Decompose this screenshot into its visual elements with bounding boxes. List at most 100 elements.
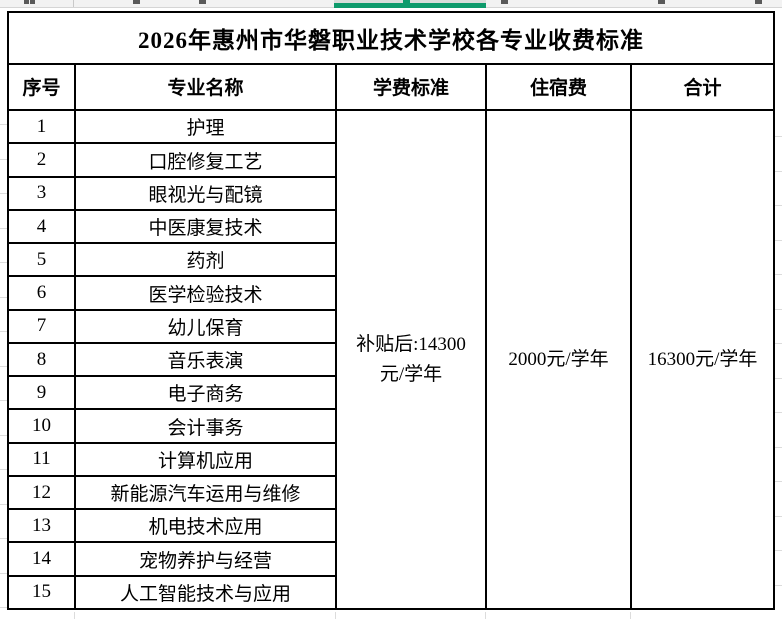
gridline-tick bbox=[774, 309, 782, 310]
gridline-tick bbox=[0, 400, 7, 401]
gridline-tick bbox=[774, 412, 782, 413]
gridline-tick bbox=[0, 262, 7, 263]
serial-cell[interactable]: 8 bbox=[7, 341, 76, 378]
gridline-tick bbox=[774, 205, 782, 206]
gridline-tick bbox=[0, 504, 7, 505]
serial-cell[interactable]: 6 bbox=[7, 275, 76, 311]
serial-cell[interactable]: 10 bbox=[7, 408, 76, 444]
col-header-accommodation[interactable]: 住宿费 bbox=[485, 62, 632, 112]
column-letter-stub bbox=[755, 0, 762, 4]
tuition-cell[interactable]: 补贴后:14300 元/学年 bbox=[335, 109, 487, 610]
gridline-tick bbox=[774, 447, 782, 448]
major-cell[interactable]: 会计事务 bbox=[74, 408, 337, 444]
major-cell[interactable]: 幼儿保育 bbox=[74, 308, 337, 344]
gridline-tick bbox=[0, 124, 7, 125]
gridline-tick bbox=[774, 378, 782, 379]
table-row: 4 中医康复技术 bbox=[7, 208, 774, 245]
table-row: 10 会计事务 bbox=[7, 408, 774, 444]
column-letter-stub bbox=[30, 0, 35, 4]
serial-cell[interactable]: 2 bbox=[7, 142, 76, 178]
column-letter-stub bbox=[658, 0, 665, 4]
table-row: 11 计算机应用 bbox=[7, 441, 774, 477]
col-header-serial[interactable]: 序号 bbox=[7, 62, 76, 112]
gridline-tick bbox=[0, 538, 7, 539]
column-letter-stub bbox=[199, 0, 206, 4]
column-header-strip[interactable] bbox=[0, 0, 782, 8]
table-row: 6 医学检验技术 bbox=[7, 275, 774, 311]
total-cell[interactable]: 16300元/学年 bbox=[629, 109, 776, 610]
column-separator bbox=[73, 0, 74, 7]
column-letter-stub bbox=[501, 0, 508, 4]
gridline-tick bbox=[0, 193, 7, 194]
gridline-tick bbox=[774, 274, 782, 275]
gridline-tick bbox=[0, 366, 7, 367]
table-title[interactable]: 2026年惠州市华磐职业技术学校各专业收费标准 bbox=[6, 11, 776, 65]
serial-cell[interactable]: 15 bbox=[7, 574, 76, 611]
table-row: 12 新能源汽车运用与维修 bbox=[7, 474, 774, 511]
gridline-tick bbox=[0, 573, 7, 574]
serial-cell[interactable]: 1 bbox=[7, 109, 76, 145]
selected-column-indicator bbox=[334, 3, 486, 8]
selected-column-letter-stub bbox=[403, 0, 410, 3]
gridline-tick bbox=[74, 612, 75, 619]
major-cell[interactable]: 口腔修复工艺 bbox=[74, 142, 337, 178]
gridline-tick bbox=[0, 297, 7, 298]
table-row: 1 护理 补贴后:14300 元/学年 2000元/学年 16300元/学年 bbox=[7, 109, 776, 610]
tuition-line2: 元/学年 bbox=[379, 363, 443, 385]
major-cell[interactable]: 新能源汽车运用与维修 bbox=[74, 474, 337, 511]
major-cell[interactable]: 人工智能技术与应用 bbox=[74, 574, 337, 611]
serial-cell[interactable]: 3 bbox=[7, 175, 76, 211]
col-header-total[interactable]: 合计 bbox=[629, 62, 776, 112]
major-cell[interactable]: 计算机应用 bbox=[74, 441, 337, 477]
serial-cell[interactable]: 4 bbox=[7, 208, 76, 245]
gridline-tick bbox=[630, 612, 631, 619]
col-header-major[interactable]: 专业名称 bbox=[74, 62, 337, 112]
serial-cell[interactable]: 11 bbox=[7, 441, 76, 477]
gridline-tick bbox=[774, 136, 782, 137]
table-row: 2 口腔修复工艺 bbox=[7, 142, 774, 178]
gridline-tick bbox=[485, 612, 486, 619]
major-cell[interactable]: 药剂 bbox=[74, 242, 337, 278]
table-row: 13 机电技术应用 bbox=[7, 508, 774, 544]
gridline-tick bbox=[774, 171, 782, 172]
serial-cell[interactable]: 9 bbox=[7, 375, 76, 411]
table-row: 8 音乐表演 bbox=[7, 341, 774, 378]
serial-cell[interactable]: 13 bbox=[7, 508, 76, 544]
fee-table: 2026年惠州市华磐职业技术学校各专业收费标准 序号 专业名称 学费标准 住宿费… bbox=[6, 11, 776, 611]
major-cell[interactable]: 电子商务 bbox=[74, 375, 337, 411]
selected-column-header[interactable] bbox=[334, 0, 486, 8]
gridline-tick bbox=[774, 550, 782, 551]
table-row: 15 人工智能技术与应用 bbox=[7, 574, 774, 611]
accommodation-cell[interactable]: 2000元/学年 bbox=[485, 109, 632, 610]
tuition-line1: 补贴后:14300 bbox=[356, 334, 466, 356]
table-row: 14 宠物养护与经营 bbox=[7, 541, 774, 577]
gridline-tick bbox=[774, 240, 782, 241]
col-header-tuition[interactable]: 学费标准 bbox=[335, 62, 487, 112]
serial-cell[interactable]: 5 bbox=[7, 242, 76, 278]
gridline-tick bbox=[335, 612, 336, 619]
serial-cell[interactable]: 12 bbox=[7, 474, 76, 511]
gridline-tick bbox=[774, 343, 782, 344]
table-row: 3 眼视光与配镜 bbox=[7, 175, 774, 211]
serial-cell[interactable]: 14 bbox=[7, 541, 76, 577]
serial-cell[interactable]: 7 bbox=[7, 308, 76, 344]
gridline-tick bbox=[774, 585, 782, 586]
table-row: 5 药剂 bbox=[7, 242, 774, 278]
gridline-tick bbox=[774, 516, 782, 517]
major-cell[interactable]: 机电技术应用 bbox=[74, 508, 337, 544]
major-cell[interactable]: 眼视光与配镜 bbox=[74, 175, 337, 211]
major-cell[interactable]: 医学检验技术 bbox=[74, 275, 337, 311]
major-cell[interactable]: 音乐表演 bbox=[74, 341, 337, 378]
gridline-tick bbox=[774, 481, 782, 482]
gridline-tick bbox=[0, 435, 7, 436]
major-cell[interactable]: 中医康复技术 bbox=[74, 208, 337, 245]
table-row: 9 电子商务 bbox=[7, 375, 774, 411]
gridline-tick bbox=[0, 228, 7, 229]
gridline-tick bbox=[0, 331, 7, 332]
gridline-tick bbox=[0, 159, 7, 160]
major-cell[interactable]: 护理 bbox=[74, 109, 337, 145]
column-letter-stub bbox=[133, 0, 140, 4]
gridline-tick bbox=[0, 607, 7, 608]
major-cell[interactable]: 宠物养护与经营 bbox=[74, 541, 337, 577]
table-row: 7 幼儿保育 bbox=[7, 308, 774, 344]
